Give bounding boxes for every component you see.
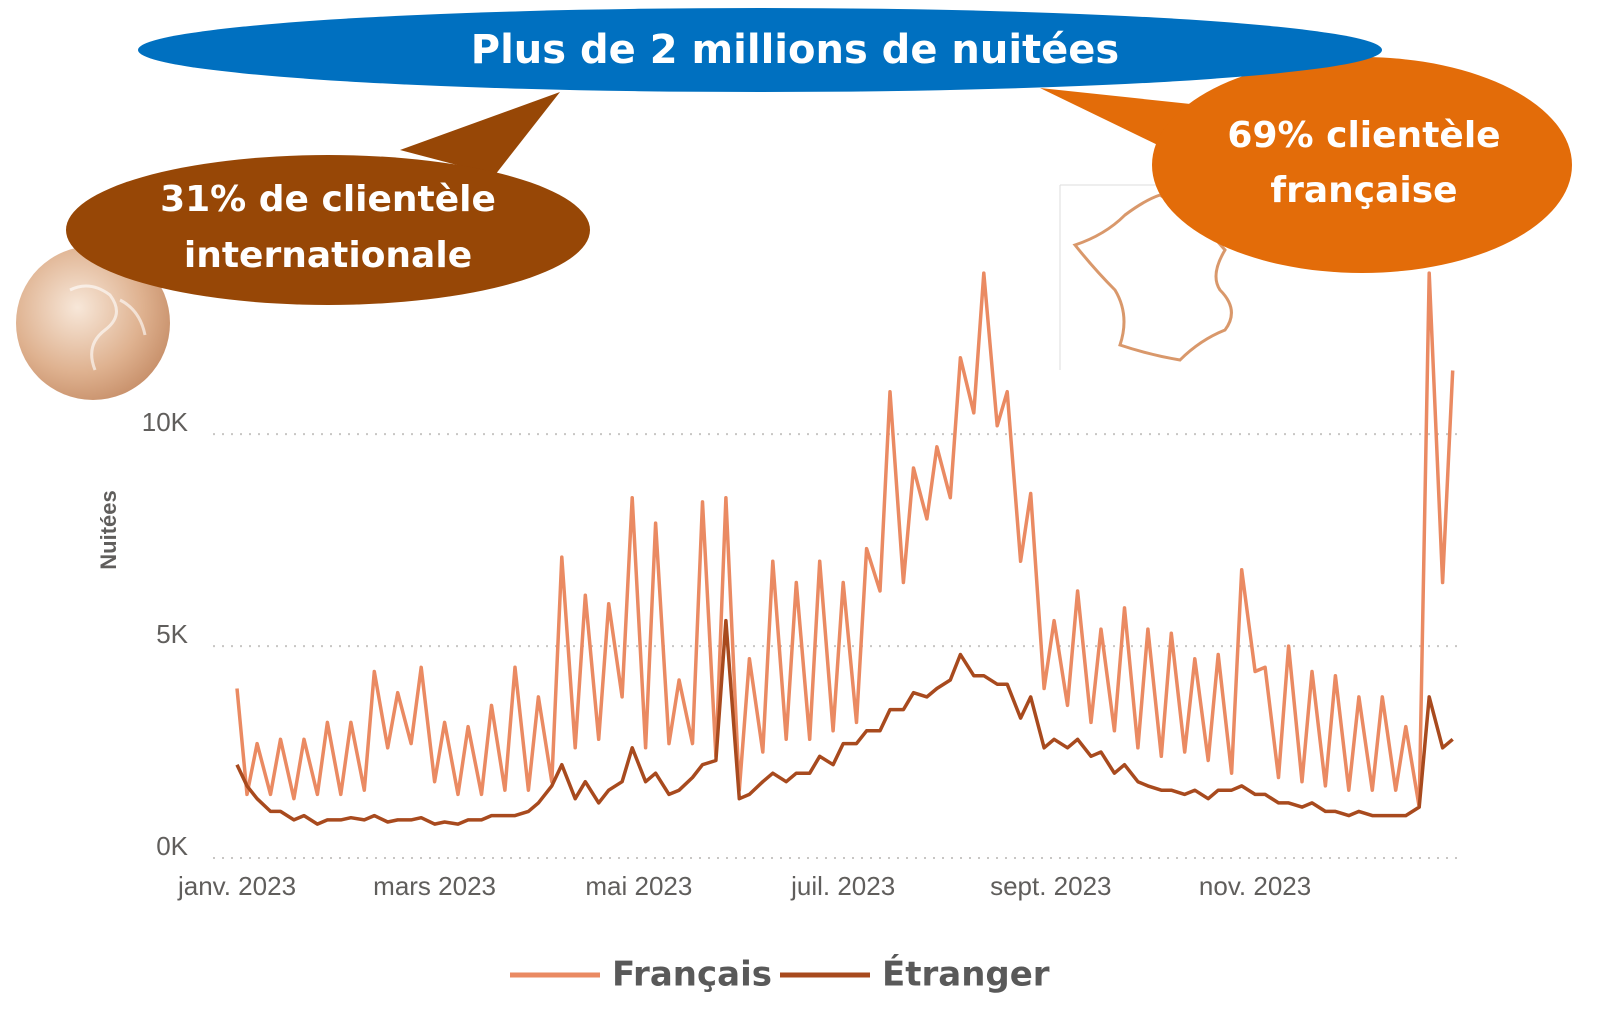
annotation: internationale xyxy=(184,235,472,276)
series-line xyxy=(235,271,1455,809)
x-tick-label: juil. 2023 xyxy=(790,871,895,901)
globe-detail xyxy=(69,284,147,371)
y-tick-label: 5K xyxy=(156,619,188,649)
x-tick-label: nov. 2023 xyxy=(1199,871,1311,901)
x-tick-label: janv. 2023 xyxy=(177,871,296,901)
callout-international xyxy=(66,155,590,305)
annotation: française xyxy=(1270,170,1457,211)
x-tick-label: mars 2023 xyxy=(373,871,496,901)
annotation: 31% de clientèle xyxy=(160,179,496,220)
x-tick-label: sept. 2023 xyxy=(990,871,1111,901)
x-tick-label: mai 2023 xyxy=(585,871,692,901)
chart-title: Plus de 2 millions de nuitées xyxy=(471,27,1119,73)
y-tick-label: 0K xyxy=(156,831,188,861)
france-map xyxy=(1072,193,1233,362)
map-frame xyxy=(1059,184,1160,370)
grid xyxy=(213,433,1462,859)
series-line xyxy=(235,618,1454,826)
y-axis-label: Nuitées xyxy=(96,490,121,569)
annotation: 69% clientèle xyxy=(1227,115,1500,156)
plot xyxy=(235,271,1455,826)
title-banner xyxy=(138,8,1382,92)
globe-icon xyxy=(16,246,170,400)
callout-french xyxy=(1152,57,1572,273)
callout-tail xyxy=(400,92,560,175)
legend-label: Étranger xyxy=(882,954,1050,995)
legend-label: Français xyxy=(612,955,772,995)
y-tick-label: 10K xyxy=(142,407,189,437)
